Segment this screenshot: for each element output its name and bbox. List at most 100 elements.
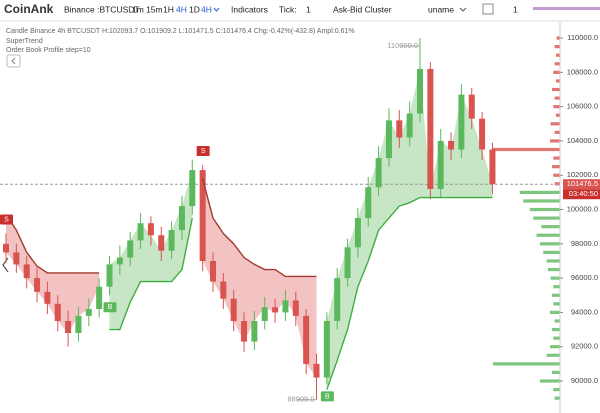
candle-body [168, 230, 175, 251]
candle-body [199, 170, 206, 261]
tick-value[interactable]: 1 [306, 4, 311, 14]
symbol[interactable]: Binance :BTCUSDT [64, 4, 140, 14]
order-book-bar [493, 147, 560, 152]
candle-body [489, 149, 496, 185]
y-tick-label: 90000.0 [571, 376, 598, 385]
signal-label: B [108, 304, 113, 311]
candle-body [479, 118, 486, 150]
candle-body [220, 281, 227, 299]
y-tick-label: 98000.0 [571, 239, 598, 248]
interval-button[interactable]: 1D [189, 4, 200, 14]
signal-label: B [325, 393, 330, 400]
order-book-bar [554, 130, 560, 134]
order-book-bar [539, 379, 560, 383]
candle-body [34, 278, 41, 292]
candle-body [365, 187, 372, 219]
candle-body [251, 320, 258, 342]
candle-body [3, 243, 9, 253]
y-tick-label: 110000.0 [567, 33, 598, 42]
y-tick-label: 102000.0 [567, 170, 598, 179]
candle-body [292, 300, 299, 316]
supertrend-line [5, 178, 317, 278]
legend-collapse[interactable] [6, 54, 21, 68]
depth-ruler [533, 7, 600, 10]
order-book-bar [547, 267, 560, 272]
current-price-label: 101476.5 [567, 179, 598, 188]
legend-orderbook: Order Book Profile step=10 [6, 47, 91, 54]
cluster-button[interactable]: Ask-Bid Cluster [333, 4, 392, 14]
interval-button[interactable]: 1H [163, 4, 174, 14]
countdown-label: 03:40:50 [569, 189, 598, 198]
trend-fill [109, 170, 193, 330]
order-book-bar [555, 79, 560, 83]
order-book-bar [553, 387, 560, 392]
order-book-bar [551, 370, 560, 375]
order-book-bar [523, 199, 560, 203]
order-book-bar [493, 362, 560, 366]
interval-button[interactable]: 1m [132, 4, 144, 14]
candle-body [334, 278, 341, 321]
candle-body [127, 240, 134, 258]
annotation-label: 110000.0 [387, 41, 418, 50]
candle-body [96, 286, 103, 309]
toolbar [0, 0, 600, 21]
order-book-bar [553, 105, 560, 109]
candle-body [458, 94, 465, 150]
order-book-bar [546, 353, 560, 357]
order-book-bar [541, 225, 560, 229]
order-book-bar [554, 319, 560, 323]
y-tick-label: 94000.0 [571, 307, 598, 316]
order-book-bar [554, 96, 560, 100]
order-book-bar [551, 165, 560, 169]
signal-badge [0, 214, 13, 225]
candle-body [178, 206, 185, 231]
signal-label: S [4, 216, 9, 223]
candle-body [406, 113, 413, 138]
candle-body [65, 320, 72, 333]
order-book-bar [551, 293, 560, 297]
candle-body [344, 247, 351, 279]
candle-body [230, 298, 237, 321]
candle-body [313, 363, 320, 378]
candle-body [427, 68, 434, 189]
candle-body [448, 140, 455, 150]
brand[interactable]: CoinAnk [4, 2, 54, 16]
indicators-button[interactable]: Indicators [231, 4, 268, 14]
order-book-bar [550, 276, 560, 280]
trend-fill [6, 214, 100, 333]
order-book-bar [554, 62, 560, 66]
order-book-bar [549, 310, 560, 315]
signal-badge [103, 302, 117, 313]
grid-toggle[interactable] [482, 3, 494, 15]
candle-body [147, 223, 154, 236]
interval-button[interactable]: 4H [201, 4, 212, 14]
order-book-bar [543, 250, 560, 254]
candle-body [375, 158, 382, 188]
candle-body [106, 264, 113, 287]
countdown-box [563, 189, 600, 200]
order-book-bar [519, 190, 560, 194]
user[interactable]: uname [428, 4, 454, 14]
legend-candle: Candle Binance 4h BTCUSDT H:102093.7 O:1… [6, 28, 355, 35]
interval-button[interactable]: 4H [176, 4, 187, 14]
order-book-bar [549, 345, 560, 349]
interval-caret [213, 7, 220, 12]
candle-body [396, 120, 403, 138]
candle-body [323, 320, 330, 378]
candle-body [54, 303, 61, 321]
order-book-bar [553, 336, 560, 340]
order-book-bar [553, 285, 560, 289]
count: 1 [513, 4, 518, 14]
current-price-box [563, 179, 600, 190]
candle-body [354, 218, 361, 248]
plot: S B S B 110000.0 88909.0 90000.0 92000.0 94000.0… [0, 22, 600, 413]
candle-body [385, 120, 392, 159]
interval-button[interactable]: 15m [146, 4, 163, 14]
order-book-bar [536, 233, 560, 237]
order-book-bar [539, 242, 560, 246]
order-book-bar [533, 216, 560, 220]
collapse-icon [11, 57, 16, 65]
candle-body [85, 308, 92, 316]
candle-body [116, 257, 123, 265]
